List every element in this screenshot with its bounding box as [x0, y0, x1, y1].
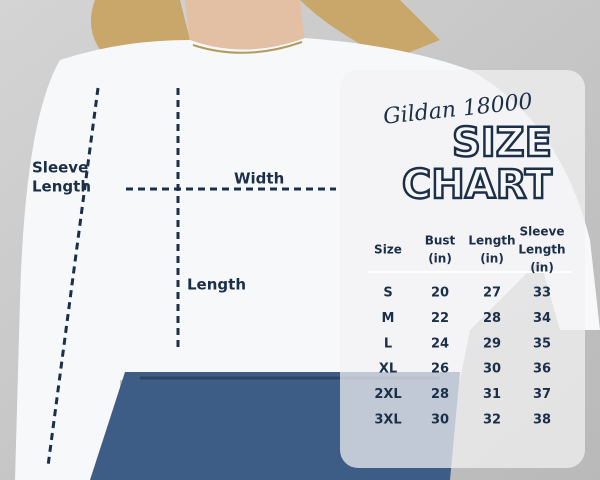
column-header: Length: [518, 243, 565, 257]
table-cell: 28: [431, 387, 449, 402]
table-cell: XL: [379, 362, 397, 377]
table-cell: S: [383, 286, 392, 301]
table-cell: 27: [483, 286, 501, 301]
column-header: Bust: [425, 234, 456, 248]
column-header: Length: [468, 234, 515, 248]
column-header: Sleeve: [520, 225, 565, 239]
table-cell: 36: [533, 362, 551, 377]
table-cell: 35: [533, 336, 551, 351]
table-cell: 33: [533, 286, 551, 301]
table-cell: 3XL: [374, 413, 401, 428]
table-cell: 22: [431, 311, 449, 326]
table-cell: 37: [533, 387, 551, 402]
table-cell: M: [382, 311, 395, 326]
table-cell: 2XL: [374, 387, 401, 402]
column-header: Size: [374, 243, 402, 257]
sleeve-length-label: Sleeve: [32, 159, 88, 177]
table-cell: L: [384, 336, 392, 351]
table-cell: 31: [483, 387, 501, 402]
table-cell: 24: [431, 336, 449, 351]
title: SIZE: [452, 120, 552, 166]
column-header: (in): [530, 261, 554, 275]
sleeve-length-label: Length: [32, 178, 91, 196]
table-cell: 20: [431, 286, 449, 301]
chart-panel: [340, 70, 585, 468]
table-cell: 26: [431, 362, 449, 377]
table-cell: 29: [483, 336, 501, 351]
column-header: (in): [428, 252, 452, 266]
table-cell: 30: [431, 413, 449, 428]
table-cell: 30: [483, 362, 501, 377]
table-cell: 28: [483, 311, 501, 326]
sleeve-length-line: [46, 87, 100, 467]
table-cell: 32: [483, 413, 501, 428]
title: CHART: [402, 162, 553, 208]
length-label: Length: [187, 276, 246, 294]
column-header: (in): [480, 252, 504, 266]
size-table: Size Bust (in) Length (in) Sleeve Length (in) S 2…: [374, 225, 566, 428]
table-cell: 34: [533, 311, 551, 326]
width-label: Width: [234, 170, 284, 188]
table-cell: 38: [533, 413, 551, 428]
